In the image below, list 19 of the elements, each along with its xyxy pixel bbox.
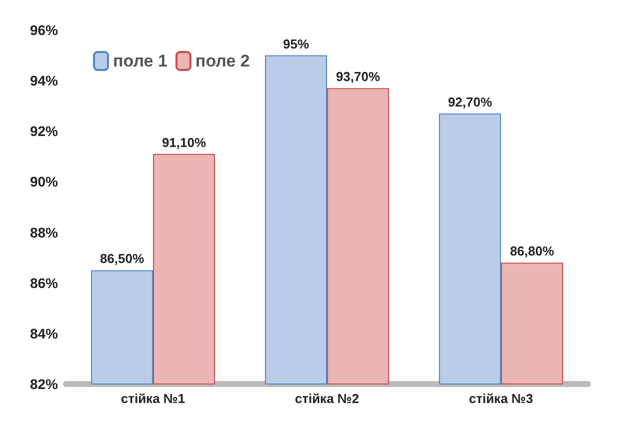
data-label: 95% — [282, 36, 310, 52]
data-label: 91,10% — [162, 134, 206, 150]
y-tick-label: 86% — [30, 274, 59, 291]
y-tick-label: 88% — [30, 224, 59, 240]
y-tick-label: 92% — [30, 123, 59, 140]
x-tick-label: стійка №2 — [294, 391, 360, 406]
legend-label: поле 2 — [195, 52, 250, 70]
y-tick-label: 84% — [30, 325, 59, 342]
data-label: 86,50% — [100, 251, 144, 266]
x-tick-label: стійка №3 — [468, 391, 534, 406]
y-tick-label: 90% — [30, 174, 59, 190]
data-label: 93,70% — [336, 69, 380, 84]
data-label: 86,80% — [510, 244, 554, 259]
y-tick-label: 82% — [30, 376, 59, 392]
data-label: 92,70% — [448, 94, 492, 110]
y-tick-label: 94% — [30, 72, 59, 89]
y-tick-label: 96% — [30, 22, 59, 38]
legend-label: поле 1 — [113, 52, 168, 70]
x-tick-label: стійка №1 — [120, 391, 186, 406]
